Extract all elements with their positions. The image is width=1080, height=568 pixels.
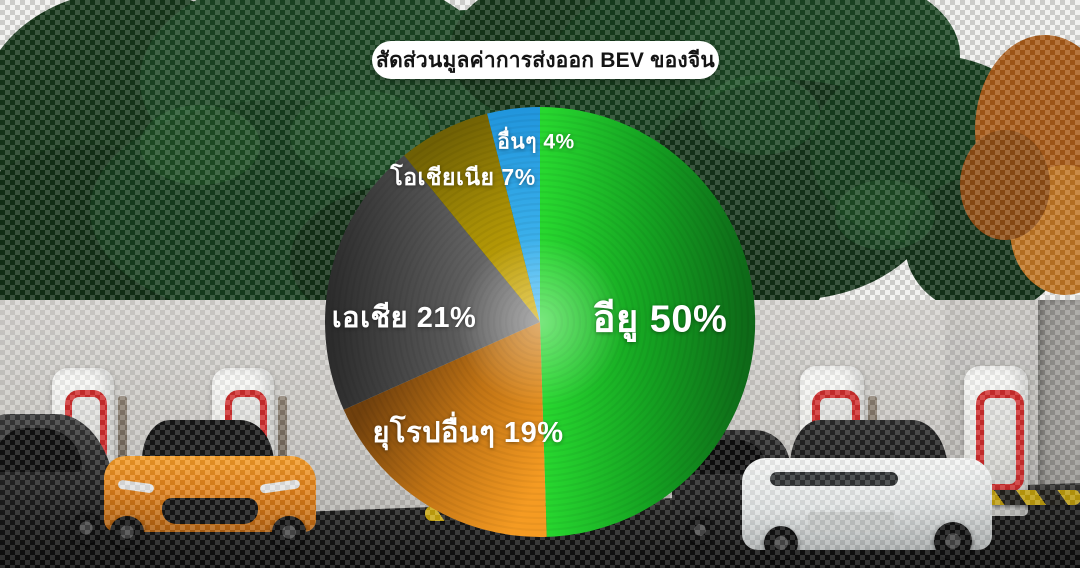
charger-pole — [278, 396, 287, 484]
pie-groove-ring — [408, 190, 672, 454]
pie-groove-ring — [390, 172, 690, 472]
car-wheel — [934, 522, 972, 560]
car-license-plate — [808, 512, 894, 532]
pie-groove-ring — [354, 136, 726, 508]
chart-title-pill: สัดส่วนมูลค่าการส่งออก BEV ของจีน — [372, 41, 719, 79]
pie-groove-ring — [372, 154, 708, 490]
pie-groove-ring — [426, 208, 654, 436]
pie-groove-ring — [444, 226, 636, 418]
pie-slice-label-3: โอเชียเนีย 7% — [390, 164, 536, 190]
pie-groove-ring — [360, 142, 720, 502]
pie-slice-label-0: อียู 50% — [592, 298, 728, 341]
pie-groove-ring — [432, 214, 648, 430]
car-wheel — [764, 526, 798, 560]
pie-groove-ring — [450, 232, 630, 412]
pie-slice-2 — [325, 155, 540, 410]
pie-slice-label-2: เอเชีย 21% — [331, 302, 477, 334]
car-orange-sedan — [104, 420, 316, 548]
pie-groove-ring — [438, 220, 642, 424]
car-grille — [162, 498, 258, 524]
autumn-tree — [960, 35, 1080, 295]
charger-pole — [118, 396, 127, 484]
car-dark-hatchback — [0, 408, 116, 548]
pie-center-glow — [455, 237, 625, 407]
car-wheel — [70, 512, 102, 544]
car-wheel — [686, 516, 714, 544]
pie-groove-ring — [378, 160, 702, 484]
car-wheel — [272, 516, 306, 548]
car-wheel — [110, 516, 144, 548]
pie-slice-0 — [540, 106, 756, 537]
pie-groove-ring — [342, 124, 738, 520]
car-taillight-band — [770, 472, 898, 486]
pie-groove-ring — [396, 178, 684, 466]
car-white-sedan — [742, 420, 992, 560]
pie-groove-ring — [366, 148, 714, 496]
chart-title: สัดส่วนมูลค่าการส่งออก BEV ของจีน — [376, 48, 715, 72]
pie-slice-label-4: อื่นๆ 4% — [497, 130, 575, 154]
pie-groove-ring — [336, 118, 744, 526]
pie-groove-ring — [420, 202, 660, 442]
wheel-stop — [985, 490, 1080, 505]
pie-groove-ring — [330, 112, 750, 532]
pie-groove-ring — [402, 184, 678, 460]
pie-slice-label-1: ยุโรปอื่นๆ 19% — [372, 417, 564, 449]
pie-groove-ring — [348, 130, 732, 514]
pie-groove-ring — [384, 166, 696, 478]
pie-groove-ring — [414, 196, 666, 448]
